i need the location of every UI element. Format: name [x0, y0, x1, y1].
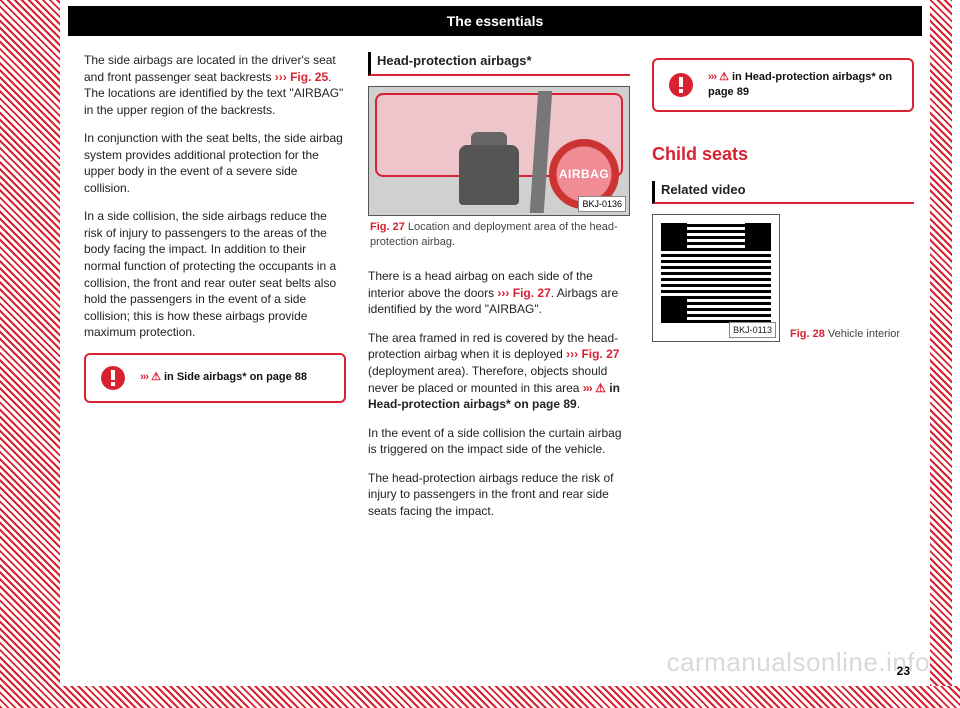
c2-p1-ref: ››› Fig. 27 — [497, 286, 550, 300]
c1-p1-ref: ››› Fig. 25 — [275, 70, 328, 84]
figure-28-caption-ref: Fig. 28 — [790, 328, 825, 340]
page-header-band: The essentials — [68, 6, 922, 36]
warning-icon — [100, 365, 126, 391]
columns: The side airbags are located in the driv… — [60, 36, 930, 535]
warn-chevron-icon: ››› — [708, 71, 716, 83]
warn-triangle-icon: ⚠ — [151, 371, 161, 383]
warning-text: ››› ⚠ in Side airbags* on page 88 — [140, 370, 307, 385]
c2-para4: The head-protection airbags reduce the r… — [368, 470, 630, 520]
warning-icon — [668, 72, 694, 98]
warn-triangle-icon: ⚠ — [719, 71, 729, 83]
c2-p2-ref: ››› Fig. 27 — [566, 347, 619, 361]
page-hatching-left — [0, 0, 60, 708]
figure-27-caption: Fig. 27 Location and deployment area of … — [368, 216, 630, 260]
figure-28-tag: BKJ-0113 — [729, 322, 776, 338]
c1-para1: The side airbags are located in the driv… — [84, 52, 346, 118]
figure-27-caption-text: Location and deployment area of the head… — [370, 221, 618, 248]
seat — [459, 145, 519, 205]
figure-27-image: AIRBAG BKJ-0136 — [368, 86, 630, 216]
page-title: The essentials — [447, 13, 544, 29]
page-content: The essentials The side airbags are loca… — [60, 0, 930, 686]
c1-para3: In a side collision, the side airbags re… — [84, 208, 346, 340]
warn-chevron-icon: ››› — [140, 371, 148, 383]
warning-box-head-protection: ››› ⚠ in Head-protection airbags* on pag… — [652, 58, 914, 112]
figure-27: AIRBAG BKJ-0136 Fig. 27 Location and dep… — [368, 86, 630, 260]
c2-p2-tri-icon: ⚠ — [595, 381, 606, 395]
warn-label: in Side airbags* on page 88 — [161, 371, 307, 383]
c2-p2-chev-icon: ››› — [583, 381, 592, 395]
page-hatching-bottom — [0, 686, 960, 708]
qr-pattern — [661, 223, 771, 323]
related-video-heading: Related video — [652, 181, 914, 205]
qr-code: BKJ-0113 — [652, 214, 780, 342]
column-2: Head-protection airbags* AIRBAG BKJ-0136… — [368, 52, 630, 531]
airbag-badge-label: AIRBAG — [559, 166, 609, 183]
page-number: 23 — [897, 664, 910, 678]
c2-p2-b: (deployment area). Therefore, objects sh… — [368, 364, 607, 395]
warn-label: in Head-protection airbags* on page 89 — [708, 71, 892, 98]
c2-para1: There is a head airbag on each side of t… — [368, 268, 630, 318]
c2-para2: The area framed in red is covered by the… — [368, 330, 630, 413]
child-seats-heading: Child seats — [652, 142, 914, 167]
page-hatching-right — [930, 0, 952, 708]
column-3: ››› ⚠ in Head-protection airbags* on pag… — [652, 52, 914, 531]
figure-28-caption: Fig. 28 Vehicle interior — [790, 327, 900, 342]
head-protection-heading: Head-protection airbags* — [368, 52, 630, 76]
figure-27-tag: BKJ-0136 — [578, 196, 626, 212]
column-1: The side airbags are located in the driv… — [84, 52, 346, 531]
figure-28-caption-text: Vehicle interior — [825, 328, 900, 340]
warning-box-side-airbags: ››› ⚠ in Side airbags* on page 88 — [84, 353, 346, 403]
c1-para2: In conjunction with the seat belts, the … — [84, 130, 346, 196]
figure-28: BKJ-0113 Fig. 28 Vehicle interior — [652, 214, 914, 342]
figure-27-caption-ref: Fig. 27 — [370, 221, 405, 233]
c2-p2-d: . — [577, 397, 580, 411]
c2-para3: In the event of a side collision the cur… — [368, 425, 630, 458]
warning-text: ››› ⚠ in Head-protection airbags* on pag… — [708, 70, 898, 100]
